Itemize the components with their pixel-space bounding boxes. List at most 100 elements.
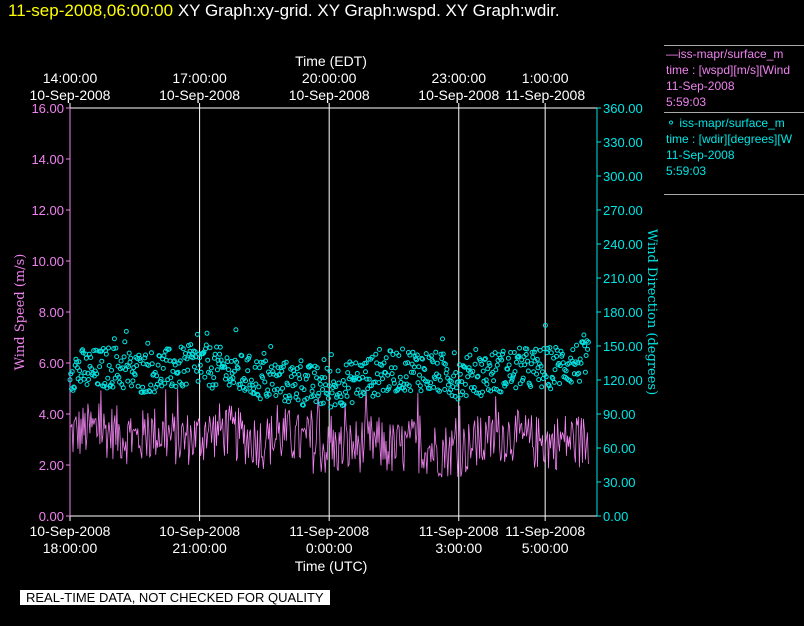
legend-wspd-variable: time : [wspd][m/s][Wind [666,63,791,77]
wdir-point [235,365,241,371]
wdir-point [194,331,200,337]
wdir-point [425,379,431,385]
wdir-point [548,350,554,356]
wdir-point [160,365,166,371]
wdir-point [103,351,109,357]
wdir-point [333,384,339,390]
wdir-point [525,358,531,364]
wdir-point [311,393,317,399]
wdir-point [99,358,105,364]
wdir-point [158,376,164,382]
wdir-point [417,372,422,378]
wdir-point [353,360,359,366]
wdir-point [459,379,465,385]
bottom-tick-date: 11-Sep-2008 [289,523,369,539]
wdir-point [511,350,517,355]
wdir-point [524,346,530,352]
wdir-point [505,355,511,361]
wdir-point [322,375,328,381]
wdir-point [109,380,115,386]
wdir-point [258,359,264,365]
wdir-point [257,396,263,402]
wdir-point [172,362,178,368]
legend-wdir-source: ⚬ iss-mapr/surface_m [664,112,804,131]
wdir-point [210,382,216,388]
top-tick-date: 10-Sep-2008 [159,87,240,103]
wdir-point [471,385,477,390]
wdir-point [69,369,75,375]
wdir-point [377,346,382,352]
wdir-point [106,345,111,351]
wdir-point [135,383,141,389]
wdir-point [204,330,210,336]
wdir-point [74,359,80,365]
wdir-point [148,382,154,388]
wdir-point [454,385,459,391]
wdir-point [489,352,495,358]
wdir-point [233,327,239,333]
wdir-point [480,368,486,374]
wdir-point [190,355,196,361]
wdir-point [180,383,186,389]
wdir-point [208,365,214,371]
wdir-point [505,366,511,372]
wdir-point [359,363,365,369]
wdir-point [545,345,551,351]
wdir-point [297,364,303,370]
wdir-point [557,381,562,386]
wdir-point [81,376,87,382]
wdir-point [214,367,220,373]
wdir-point [252,364,258,370]
wdir-point [86,377,91,382]
wdir-point [231,368,237,374]
wdir-point [294,391,300,397]
legend-wdir-variable: time : [wdir][degrees][W [666,132,793,146]
wdir-point [305,373,311,379]
wdir-point [184,356,190,362]
wdir-point [498,389,504,395]
wdir-point [373,351,379,357]
wdir-point [551,379,557,385]
wdir-point [132,372,138,378]
wdir-point [440,351,446,357]
bottom-tick-time: 0:00:00 [306,540,353,556]
wdir-point [464,355,470,360]
wdir-point [430,359,436,365]
header-graph-names: XY Graph:xy-grid. XY Graph:wspd. XY Grap… [177,1,560,20]
wdir-point [71,384,77,390]
top-tick-time: 17:00:00 [172,70,227,86]
wdir-point [344,393,350,399]
wdir-point [128,355,134,361]
wdir-point [274,386,280,392]
top-tick-time: 20:00:00 [302,70,357,86]
wdir-point [396,353,402,358]
wdir-point [472,361,478,367]
wdir-point [109,367,114,373]
wdir-point [102,381,108,386]
wdir-point [533,346,539,352]
wdir-point [528,384,534,389]
wdir-point [206,369,211,375]
wdir-point [414,357,420,363]
wdir-point [509,376,515,382]
wdir-point [188,342,194,348]
wdir-point [285,382,291,388]
wdir-point [318,401,324,407]
legend-wdir-time: 5:59:03 [666,164,707,178]
wdir-point [78,373,84,379]
wdir-point [217,344,223,350]
wdir-point [385,386,391,392]
wdir-point [500,348,506,354]
wdir-point [383,355,389,361]
wdir-point [304,396,310,402]
wdir-point [386,384,392,390]
wdir-point [310,383,316,389]
wdir-point [123,328,129,334]
wspd-series-line [69,388,589,478]
bottom-tick-time: 21:00:00 [172,540,227,556]
wdir-point [298,358,304,364]
chart-header: 11-sep-2008,06:00:00 XY Graph:xy-grid. X… [8,1,560,21]
wdir-point [230,375,236,381]
wdir-point [536,377,542,383]
